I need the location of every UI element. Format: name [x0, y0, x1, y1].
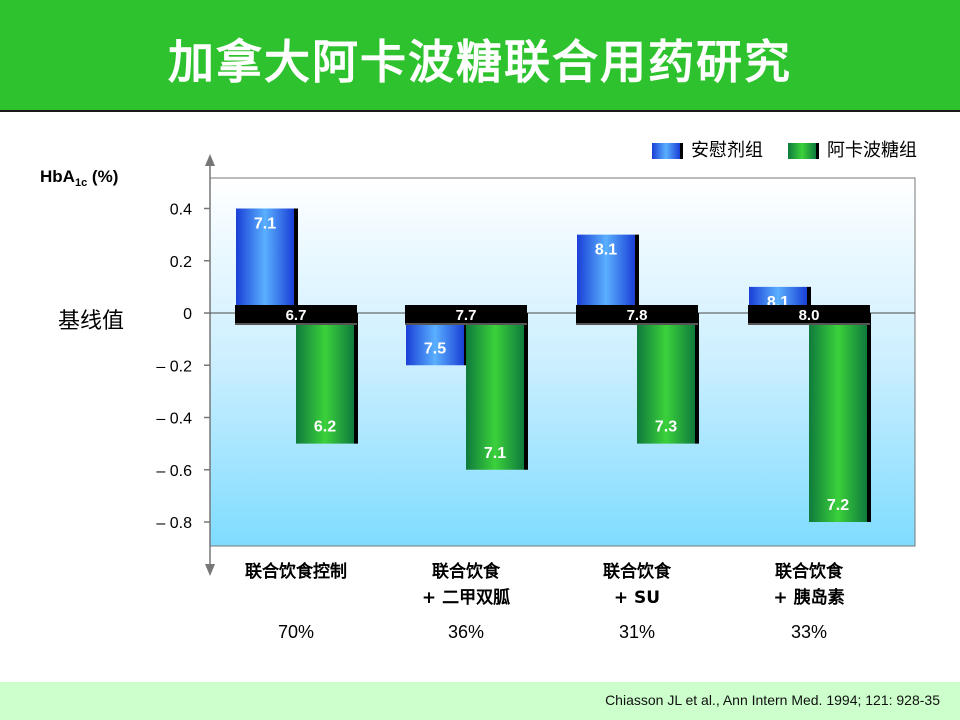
baseline-value-label: 8.0 [799, 307, 820, 324]
bar-value-label-placebo: 8.1 [595, 242, 617, 259]
y-tick-label: 0.4 [170, 202, 192, 219]
bar-shadow-placebo [635, 234, 639, 313]
baseline-box-shadow [576, 323, 698, 325]
baseline-box [576, 305, 698, 323]
slide-title: 加拿大阿卡波糖联合用药研究 [168, 35, 792, 89]
baseline-box [405, 305, 527, 323]
y-axis-title: HbA1c (%) [40, 167, 118, 189]
bar-shadow-placebo [294, 208, 298, 313]
bar-acarbose [466, 313, 524, 470]
category-label: + 二甲双胍 [422, 587, 510, 608]
legend-label-acarbose: 阿卡波糖组 [827, 140, 917, 161]
y-tick-label: 0 [183, 306, 192, 323]
y-tick-label: 0.2 [170, 254, 192, 271]
category-label: 联合饮食控制 [245, 561, 347, 582]
bar-shadow-acarbose [354, 313, 358, 444]
bar-value-label-acarbose: 6.2 [314, 419, 336, 436]
bar-shadow-placebo [807, 286, 811, 313]
baseline-box-shadow [748, 323, 870, 325]
y-axis-arrow-up [205, 154, 215, 166]
category-label: 联合饮食 [775, 561, 844, 582]
bar-value-label-placebo: 7.1 [254, 216, 276, 233]
y-tick-label: – 0.2 [156, 358, 192, 375]
baseline-box-shadow [235, 323, 357, 325]
category-label: 联合饮食 [432, 561, 501, 582]
y-tick-label: – 0.6 [156, 463, 192, 480]
percent-label: 31% [619, 622, 655, 642]
bar-value-label-acarbose: 7.2 [827, 497, 849, 514]
legend-item-placebo: 安慰剂组 [652, 136, 763, 162]
bar-acarbose [637, 313, 695, 444]
bar-placebo [236, 208, 294, 313]
bar-value-label-acarbose: 7.1 [484, 445, 506, 462]
percent-label: 36% [448, 622, 484, 642]
category-labels: 联合饮食控制 70% 联合饮食 + 二甲双胍 36% 联合饮食 + SU 31% 联合饮食 + 胰… [245, 561, 845, 642]
citation: Chiasson JL et al., Ann Intern Med. 1994… [605, 692, 940, 708]
bar-shadow-acarbose [524, 313, 528, 470]
legend-swatch-placebo [652, 143, 683, 159]
title-bar: 加拿大阿卡波糖联合用药研究 [0, 0, 960, 112]
legend-label-placebo: 安慰剂组 [691, 140, 763, 161]
baseline-label: 基线值 [58, 309, 124, 334]
baseline-value-label: 7.7 [456, 307, 477, 324]
baseline-box [235, 305, 357, 323]
legend-item-acarbose: 阿卡波糖组 [788, 136, 917, 162]
y-tick-label: – 0.8 [156, 515, 192, 532]
bars: 7.16.26.77.57.17.78.17.37.88.17.28.0 [235, 208, 871, 522]
bar-value-label-acarbose: 7.3 [655, 419, 677, 436]
bar-acarbose [296, 313, 354, 444]
legend-swatch-acarbose [788, 143, 819, 159]
y-tick-label: – 0.4 [156, 411, 192, 428]
footer-bar: Chiasson JL et al., Ann Intern Med. 1994… [0, 682, 960, 720]
bar-acarbose [809, 313, 867, 522]
baseline-value-label: 6.7 [286, 307, 307, 324]
baseline-box [748, 305, 870, 323]
category-label: 联合饮食 [603, 561, 672, 582]
percent-label: 33% [791, 622, 827, 642]
category-label: + 胰岛素 [773, 587, 844, 608]
bar-value-label-placebo: 7.5 [424, 340, 446, 357]
baseline-box-shadow [405, 323, 527, 325]
y-axis-arrow-down [205, 564, 215, 576]
percent-label: 70% [278, 622, 314, 642]
bar-placebo [577, 234, 635, 313]
bar-shadow-acarbose [695, 313, 699, 444]
bar-shadow-acarbose [867, 313, 871, 522]
category-label: + SU [614, 588, 660, 608]
baseline-value-label: 7.8 [627, 307, 648, 324]
